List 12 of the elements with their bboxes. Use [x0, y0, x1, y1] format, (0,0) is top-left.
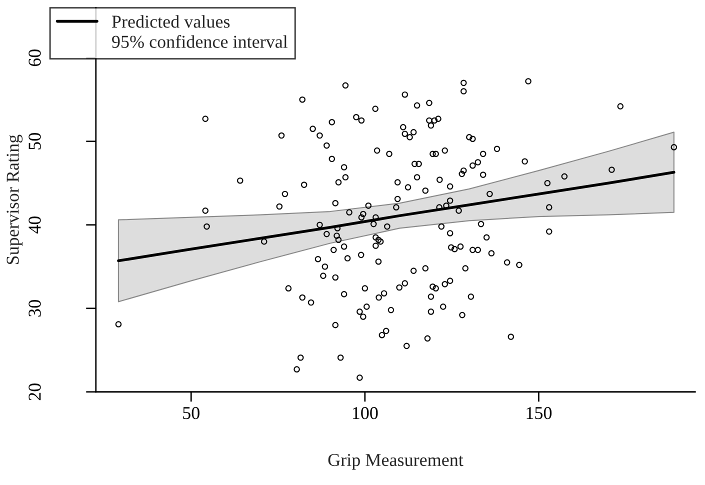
x-axis-title: Grip Measurement — [328, 454, 464, 470]
annotation: 95% confidence interval — [112, 35, 288, 48]
y-tick-label: 40 — [28, 216, 41, 234]
legend-label: Predicted values — [112, 15, 230, 28]
x-tick-label: 50 — [183, 406, 200, 420]
y-tick-label: 50 — [28, 133, 41, 150]
x-tick-label: 100 — [352, 406, 378, 420]
x-tick-label: 150 — [526, 406, 552, 420]
y-tick-label: 60 — [28, 50, 41, 66]
y-tick-label: 20 — [28, 384, 41, 400]
y-tick-label: 30 — [28, 300, 41, 317]
y-axis-title: Supervisor Rating — [6, 134, 23, 264]
